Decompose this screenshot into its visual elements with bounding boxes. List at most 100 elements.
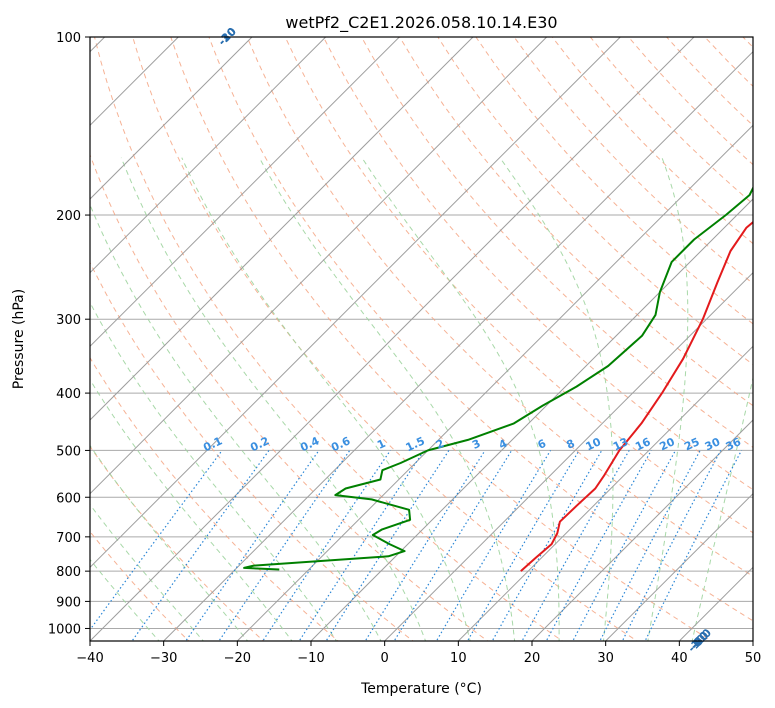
mixing-ratio-label: 0.1 <box>201 434 224 454</box>
mixing-ratio-line <box>262 450 391 641</box>
moist-adiabat <box>647 157 689 641</box>
mixing-ratio-label: 36 <box>724 435 744 453</box>
y-tick-label: 1000 <box>48 622 81 637</box>
moist-adiabats <box>90 157 753 641</box>
isotherm-line <box>752 640 753 641</box>
y-tick-label: 800 <box>56 565 81 580</box>
mixing-ratio-line <box>572 450 677 641</box>
isotherm-line <box>90 37 548 495</box>
mixing-ratio-line <box>298 450 425 641</box>
dry-adiabat <box>132 37 638 641</box>
x-tick-label: 50 <box>745 651 762 666</box>
mixing-ratio-label: 1 <box>375 437 387 452</box>
isobar-grid <box>90 37 753 629</box>
mixing-ratio-label: 13 <box>611 435 630 453</box>
moist-adiabat <box>120 157 427 641</box>
isotherm-line <box>90 37 327 274</box>
dry-adiabat <box>90 261 414 641</box>
moist-adiabat <box>90 203 382 641</box>
dry-adiabat <box>742 37 753 48</box>
mixing-ratio-line <box>644 450 743 641</box>
mixing-ratio-label: 20 <box>658 435 678 453</box>
moist-adiabat <box>361 157 560 641</box>
isotherm-line <box>310 198 753 641</box>
y-tick-label: 700 <box>56 531 81 546</box>
x-tick-label: 20 <box>524 651 541 666</box>
x-tick-label: −40 <box>76 651 103 666</box>
moist-adiabat <box>499 157 614 641</box>
y-tick-label: 200 <box>56 209 81 224</box>
moist-adiabat <box>258 157 516 641</box>
dry-adiabats <box>90 37 753 641</box>
plot-area <box>90 37 753 641</box>
x-tick-label: −10 <box>297 651 324 666</box>
isotherm-line <box>163 50 753 641</box>
moist-adiabat <box>691 375 753 641</box>
dry-adiabat <box>90 356 339 641</box>
dry-adiabat <box>361 37 753 448</box>
y-tick-label: 500 <box>56 444 81 459</box>
dry-adiabat <box>551 37 753 245</box>
moist-adiabat <box>181 157 471 641</box>
moist-adiabat <box>90 301 338 641</box>
mixing-ratio-label: 30 <box>703 435 723 453</box>
isotherm-line <box>90 37 621 569</box>
dry-adiabat <box>589 37 753 205</box>
moist-adiabat <box>90 378 293 641</box>
y-axis: 100 200 300 400 500 600 700 800 900 1000 <box>48 31 90 637</box>
isotherm-line <box>236 124 753 641</box>
x-tick-label: −20 <box>224 651 251 666</box>
mixing-ratio-line <box>621 450 722 641</box>
mixing-ratio-label: 1.5 <box>404 434 427 454</box>
mixing-ratio-lines <box>90 450 743 641</box>
sounding-profiles <box>243 185 753 572</box>
dry-adiabat <box>90 530 190 641</box>
mixing-ratio-line <box>545 450 652 641</box>
x-tick-label: 0 <box>381 651 389 666</box>
isotherm-line <box>90 37 253 200</box>
mixing-ratio-line <box>364 450 486 641</box>
mixing-ratio-label: 10 <box>584 435 604 453</box>
isotherm-line <box>90 37 474 421</box>
y-tick-label: 900 <box>56 595 81 610</box>
mixing-ratio-line <box>185 450 320 641</box>
dry-adiabat <box>170 37 713 641</box>
mixing-ratio-line <box>435 450 552 641</box>
dry-adiabat <box>666 37 753 127</box>
mixing-ratio-label: 25 <box>682 435 701 453</box>
isotherm-line <box>531 419 753 641</box>
x-tick-label: 40 <box>671 651 688 666</box>
isotherm-line <box>90 37 400 348</box>
mixing-ratio-label: 2 <box>434 437 446 452</box>
dry-adiabat <box>90 153 489 641</box>
dry-adiabat <box>284 37 753 534</box>
mixing-ratio-line <box>393 450 513 641</box>
y-tick-label: 600 <box>56 491 81 506</box>
x-tick-label: 30 <box>597 651 614 666</box>
mixing-ratio-line <box>218 450 351 641</box>
dry-adiabat <box>94 37 564 641</box>
mixing-ratio-line <box>90 450 223 631</box>
isotherm-line <box>384 271 753 641</box>
mixing-ratio-line <box>599 450 701 641</box>
x-tick-label: 10 <box>450 651 467 666</box>
chart-title: wetPf2_C2E1.2026.058.10.14.E30 <box>285 13 557 33</box>
moist-adiabat <box>90 444 249 641</box>
x-axis-label: Temperature (°C) <box>360 681 482 697</box>
isotherm-line <box>605 492 753 641</box>
mixing-ratio-label: 0.4 <box>298 434 321 454</box>
dewpoint-line <box>243 185 753 571</box>
x-tick-label: −30 <box>150 651 177 666</box>
mixing-ratio-label: 6 <box>536 437 549 452</box>
mixing-ratio-line <box>131 450 270 641</box>
mixing-ratio-line <box>466 450 580 641</box>
y-tick-label: 100 <box>56 31 81 46</box>
mixing-ratio-label: 16 <box>633 435 653 453</box>
dry-adiabat <box>475 37 753 325</box>
mixing-ratio-label: 3 <box>470 437 482 452</box>
y-tick-label: 400 <box>56 387 81 402</box>
dry-adiabat <box>513 37 753 285</box>
isotherm-grid <box>90 37 753 641</box>
